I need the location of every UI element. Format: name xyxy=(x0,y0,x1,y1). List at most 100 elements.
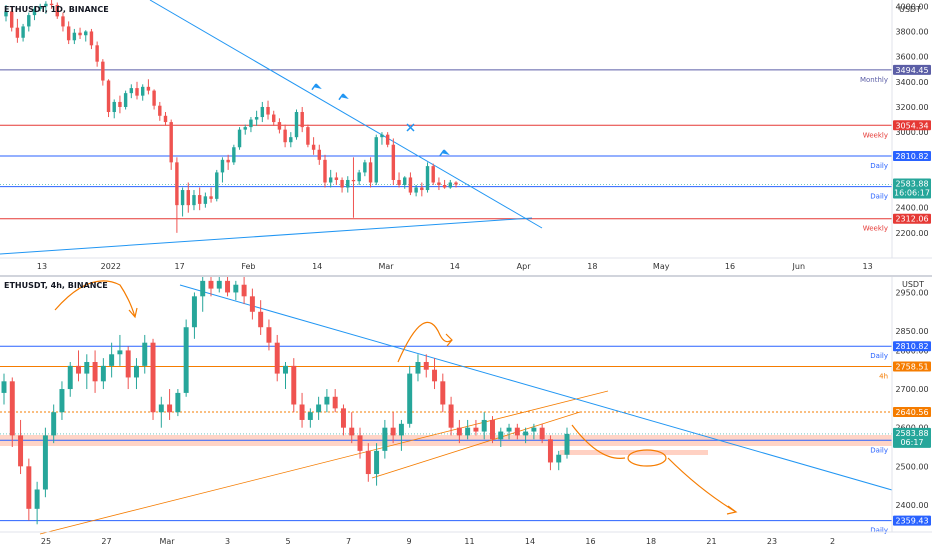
candle[interactable] xyxy=(232,147,236,163)
candle[interactable] xyxy=(498,431,504,440)
candle[interactable] xyxy=(216,280,222,289)
candle[interactable] xyxy=(390,427,396,436)
candle[interactable] xyxy=(277,122,282,130)
candle[interactable] xyxy=(237,129,242,148)
candle[interactable] xyxy=(408,177,413,193)
falling-trendline[interactable] xyxy=(149,0,543,229)
candle[interactable] xyxy=(431,166,435,183)
candle[interactable] xyxy=(334,177,339,180)
candle[interactable] xyxy=(180,190,185,206)
candle[interactable] xyxy=(51,412,57,436)
candle[interactable] xyxy=(306,127,310,145)
daily-chart-panel[interactable]: Monthly Weekly Daily Daily Weekly ETHUSDT, 1… xyxy=(0,0,932,271)
candle[interactable] xyxy=(473,427,479,432)
candle[interactable] xyxy=(186,190,190,206)
candle[interactable] xyxy=(351,179,356,182)
candle[interactable] xyxy=(414,187,418,193)
daily-price-axis[interactable]: USDT 4000.00 3800.00 3600.00 3400.00 3200.00… xyxy=(891,0,932,258)
candle[interactable] xyxy=(220,159,225,173)
candle[interactable] xyxy=(167,404,173,413)
candle[interactable] xyxy=(299,404,305,420)
candle[interactable] xyxy=(448,404,454,428)
candle[interactable] xyxy=(197,195,202,204)
candle[interactable] xyxy=(442,185,447,188)
candle[interactable] xyxy=(547,439,553,463)
candle[interactable] xyxy=(300,112,304,128)
candle[interactable] xyxy=(106,80,111,113)
candle[interactable] xyxy=(76,365,81,374)
candle[interactable] xyxy=(191,296,197,328)
candle[interactable] xyxy=(203,196,208,204)
candle[interactable] xyxy=(374,137,378,183)
candle[interactable] xyxy=(152,90,156,106)
candle[interactable] xyxy=(135,88,139,96)
candle[interactable] xyxy=(289,137,293,143)
ascending-channel-mid[interactable] xyxy=(371,411,581,479)
candle[interactable] xyxy=(323,159,327,183)
candle[interactable] xyxy=(266,106,270,115)
candle[interactable] xyxy=(272,114,276,123)
candle[interactable] xyxy=(209,196,213,199)
ascending-channel-lower[interactable] xyxy=(39,390,609,535)
candle[interactable] xyxy=(112,101,116,113)
candle[interactable] xyxy=(42,435,48,490)
candle[interactable] xyxy=(374,450,380,475)
candle[interactable] xyxy=(49,3,54,6)
candle[interactable] xyxy=(346,179,350,188)
candle[interactable] xyxy=(133,365,139,378)
candle[interactable] xyxy=(125,350,131,378)
candle[interactable] xyxy=(109,354,115,366)
candle[interactable] xyxy=(142,342,148,366)
candle[interactable] xyxy=(225,280,231,293)
candle[interactable] xyxy=(332,396,338,409)
candle[interactable] xyxy=(465,427,471,436)
candle[interactable] xyxy=(564,433,570,455)
candle[interactable] xyxy=(32,8,37,16)
candle[interactable] xyxy=(100,365,106,382)
candle[interactable] xyxy=(55,5,59,17)
candle[interactable] xyxy=(129,88,134,94)
candle[interactable] xyxy=(226,159,230,163)
candle[interactable] xyxy=(403,177,407,186)
candle[interactable] xyxy=(101,61,105,81)
candle[interactable] xyxy=(311,144,316,150)
candle[interactable] xyxy=(340,408,346,428)
candle[interactable] xyxy=(84,362,90,374)
falling-trendline-4h[interactable] xyxy=(179,284,893,491)
daily-time-axis[interactable]: 13 2022 17 Feb 14 Mar 14 Apr 18 May 16 Jun 13 xyxy=(0,257,932,271)
candle[interactable] xyxy=(243,127,247,130)
candle[interactable] xyxy=(38,6,42,9)
candle[interactable] xyxy=(169,122,173,163)
candle[interactable] xyxy=(18,435,24,467)
candle[interactable] xyxy=(208,280,214,289)
candle[interactable] xyxy=(357,435,363,451)
candle[interactable] xyxy=(192,195,196,206)
candle[interactable] xyxy=(21,26,25,38)
candle[interactable] xyxy=(294,112,299,138)
candle[interactable] xyxy=(254,117,259,120)
candle[interactable] xyxy=(357,172,361,182)
candle[interactable] xyxy=(349,427,355,436)
candle[interactable] xyxy=(365,450,371,475)
candle[interactable] xyxy=(437,182,441,186)
candle[interactable] xyxy=(432,369,438,382)
candle[interactable] xyxy=(4,11,8,17)
candle[interactable] xyxy=(150,342,156,413)
candle[interactable] xyxy=(123,93,128,107)
candle[interactable] xyxy=(391,144,396,180)
candle[interactable] xyxy=(26,466,32,509)
candle[interactable] xyxy=(78,32,82,36)
candle[interactable] xyxy=(146,86,151,91)
candle[interactable] xyxy=(490,419,495,440)
candle[interactable] xyxy=(363,162,367,173)
candle[interactable] xyxy=(317,149,321,160)
candle[interactable] xyxy=(506,427,512,432)
candle[interactable] xyxy=(307,412,313,420)
candle[interactable] xyxy=(274,342,280,374)
candle[interactable] xyxy=(117,350,123,355)
candle[interactable] xyxy=(241,284,247,297)
candle[interactable] xyxy=(1,381,7,393)
candle[interactable] xyxy=(423,362,429,370)
candle[interactable] xyxy=(448,182,453,188)
